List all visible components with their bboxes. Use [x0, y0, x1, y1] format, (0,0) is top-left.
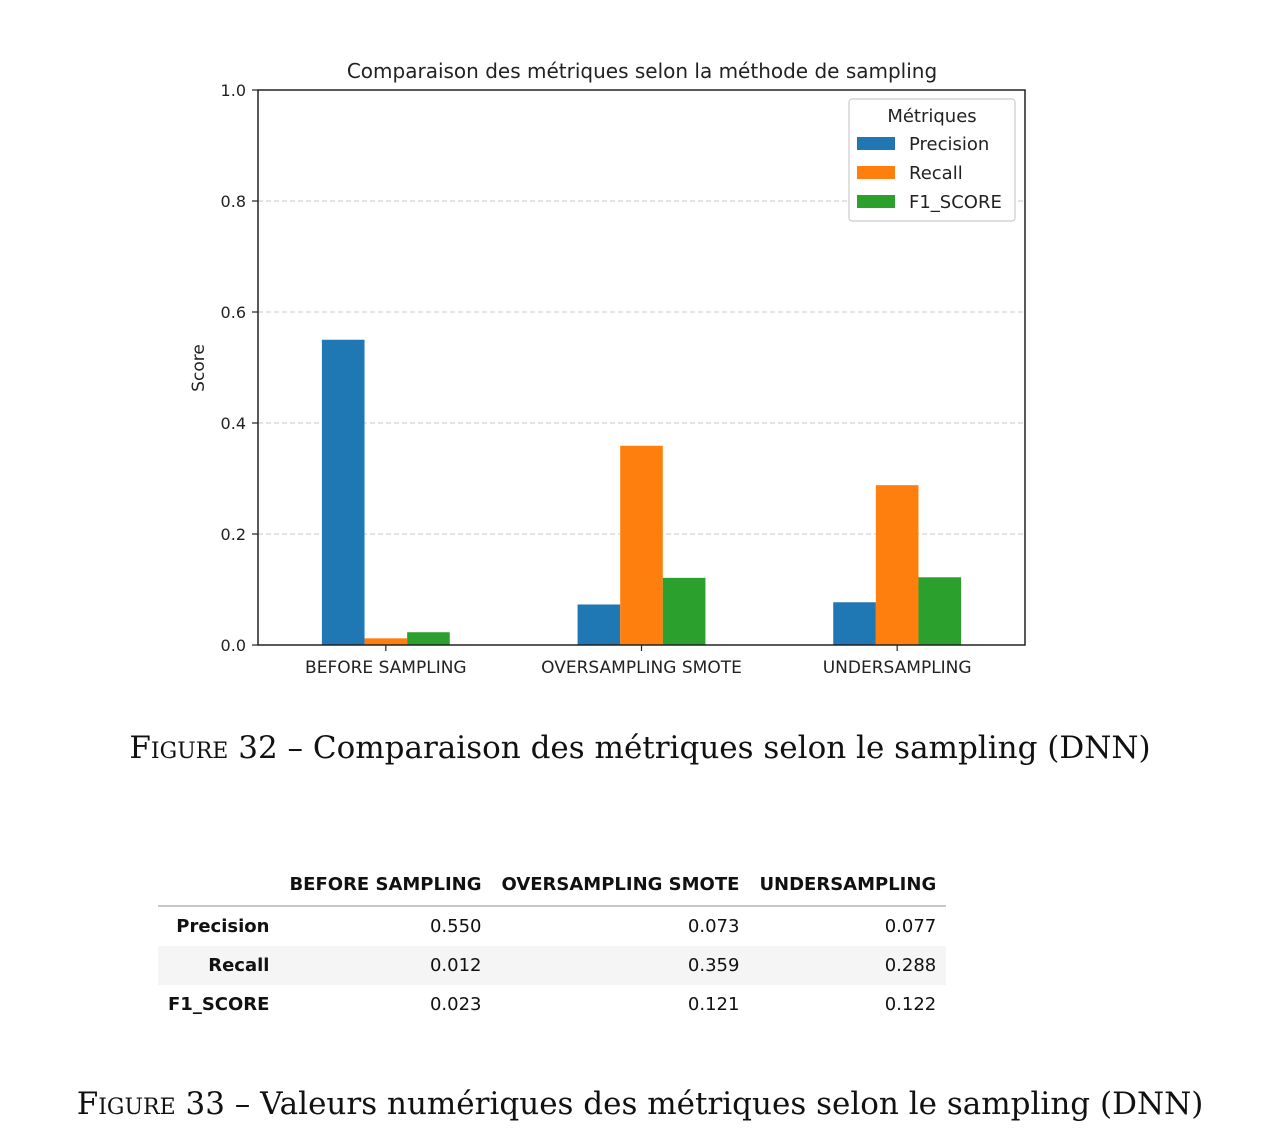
- bar-chart: Comparaison des métriques selon la métho…: [0, 0, 1280, 700]
- table-header-row: BEFORE SAMPLING OVERSAMPLING SMOTE UNDER…: [158, 866, 946, 906]
- x-tick-label: BEFORE SAMPLING: [305, 658, 467, 678]
- table-column-header: OVERSAMPLING SMOTE: [492, 866, 750, 906]
- bar-f1-score: [918, 577, 961, 645]
- table-column-header: BEFORE SAMPLING: [279, 866, 491, 906]
- figure-32-label: Figure 32: [129, 730, 277, 766]
- table-row-header: Recall: [158, 946, 279, 985]
- metrics-table-container: BEFORE SAMPLING OVERSAMPLING SMOTE UNDER…: [158, 866, 946, 1024]
- bar-recall: [876, 485, 919, 645]
- x-tick-label: UNDERSAMPLING: [823, 658, 972, 678]
- y-tick-label: 1.0: [221, 81, 246, 100]
- table-row: F1_SCORE 0.023 0.121 0.122: [158, 985, 946, 1024]
- y-tick-label: 0.6: [221, 303, 246, 322]
- metrics-table: BEFORE SAMPLING OVERSAMPLING SMOTE UNDER…: [158, 866, 946, 1024]
- table-corner: [158, 866, 279, 906]
- y-axis: 0.0 0.2 0.4 0.6 0.8 1.0: [221, 81, 258, 655]
- bar-precision: [833, 602, 876, 645]
- table-cell: 0.077: [749, 906, 946, 946]
- legend-swatch: [857, 166, 895, 179]
- table-cell: 0.550: [279, 906, 491, 946]
- bar-precision: [578, 604, 621, 645]
- table-row: Recall 0.012 0.359 0.288: [158, 946, 946, 985]
- legend-label: F1_SCORE: [909, 192, 1002, 213]
- table-cell: 0.023: [279, 985, 491, 1024]
- bar-precision: [322, 340, 365, 645]
- legend-label: Precision: [909, 134, 989, 155]
- y-axis-label: Score: [189, 344, 209, 392]
- legend-title: Métriques: [887, 106, 976, 127]
- bar-f1-score: [407, 632, 450, 645]
- bar-f1-score: [663, 578, 706, 645]
- figure-32-caption: Figure 32 – Comparaison des métriques se…: [0, 730, 1280, 766]
- y-tick-label: 0.0: [221, 636, 246, 655]
- table-cell: 0.288: [749, 946, 946, 985]
- table-cell: 0.359: [492, 946, 750, 985]
- chart-title: Comparaison des métriques selon la métho…: [347, 59, 937, 83]
- legend-swatch: [857, 195, 895, 208]
- table-cell: 0.073: [492, 906, 750, 946]
- y-tick-label: 0.8: [221, 192, 246, 211]
- table-row-header: F1_SCORE: [158, 985, 279, 1024]
- figure-32-text: – Comparaison des métriques selon le sam…: [278, 730, 1151, 766]
- legend: Métriques Precision Recall F1_SCORE: [849, 99, 1015, 221]
- figure-33-label: Figure 33: [77, 1086, 225, 1122]
- legend-swatch: [857, 137, 895, 150]
- table-cell: 0.121: [492, 985, 750, 1024]
- table-cell: 0.122: [749, 985, 946, 1024]
- bar-recall: [365, 638, 408, 645]
- table-cell: 0.012: [279, 946, 491, 985]
- y-tick-label: 0.2: [221, 525, 246, 544]
- bar-recall: [620, 446, 663, 645]
- table-row-header: Precision: [158, 906, 279, 946]
- legend-label: Recall: [909, 163, 963, 184]
- table-row: Precision 0.550 0.073 0.077: [158, 906, 946, 946]
- bars: [322, 340, 961, 645]
- y-tick-label: 0.4: [221, 414, 246, 433]
- figure-33-caption: Figure 33 – Valeurs numériques des métri…: [0, 1086, 1280, 1122]
- x-axis: BEFORE SAMPLING OVERSAMPLING SMOTE UNDERSA…: [305, 645, 972, 678]
- figure-33-text: – Valeurs numériques des métriques selon…: [225, 1086, 1203, 1122]
- table-column-header: UNDERSAMPLING: [749, 866, 946, 906]
- x-tick-label: OVERSAMPLING SMOTE: [541, 658, 742, 678]
